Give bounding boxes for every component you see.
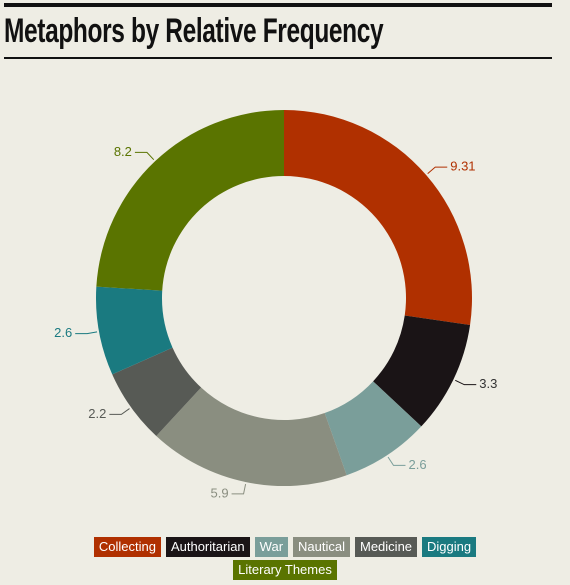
- legend-item: Collecting: [93, 537, 161, 557]
- legend-item: Nautical: [293, 537, 350, 557]
- legend-item: Medicine: [355, 537, 418, 557]
- leader-line: [109, 408, 130, 415]
- legend-item: Literary Themes: [233, 560, 337, 580]
- leader-line: [387, 456, 406, 466]
- data-label: 2.2: [88, 406, 106, 421]
- slice: [156, 387, 347, 486]
- data-label: 2.6: [54, 325, 72, 340]
- chart: 9.31 3.3 2.6 5.9 2.2 2.6 8.2: [54, 109, 497, 500]
- chart-title: Metaphors by Relative Frequency: [4, 12, 384, 50]
- leader-line: [455, 379, 477, 386]
- top-rule: [4, 3, 552, 7]
- slice: [96, 109, 285, 291]
- data-label: 8.2: [114, 144, 132, 159]
- legend-item: Digging: [422, 537, 477, 557]
- data-label: 3.3: [479, 376, 497, 391]
- leader-line: [134, 151, 155, 161]
- data-label: 2.6: [408, 457, 426, 472]
- slice: [324, 381, 422, 476]
- data-label: 5.9: [210, 485, 228, 500]
- legend: Collecting Authoritarian War Nautical Medici…: [70, 537, 500, 580]
- slice: [112, 347, 202, 436]
- slice: [373, 315, 471, 427]
- slice: [95, 286, 173, 375]
- legend-item: Authoritarian: [165, 537, 250, 557]
- leader-line: [75, 331, 98, 335]
- title-rule: [4, 57, 552, 59]
- legend-item: War: [254, 537, 289, 557]
- leader-line: [231, 483, 247, 495]
- slice: [284, 110, 472, 326]
- data-label: 9.31: [450, 159, 475, 174]
- leader-line: [427, 166, 448, 175]
